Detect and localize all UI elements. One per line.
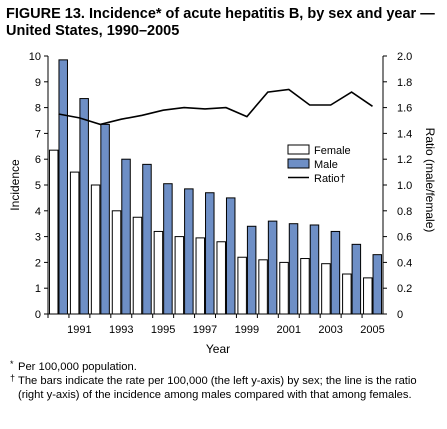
legend-label-male: Male (314, 159, 338, 171)
y2-tick-label: 0.2 (397, 283, 412, 295)
bar-male-1990 (58, 59, 68, 315)
y-tick-label: 2 (35, 257, 41, 269)
bar-male-1996 (184, 188, 194, 315)
chart-title: FIGURE 13. Incidence* of acute hepatitis… (6, 6, 435, 39)
bar-male-1993 (121, 158, 131, 315)
footnotes: * Per 100,000 population. † The bars ind… (10, 359, 442, 402)
y2-tick-label: 1.4 (397, 128, 412, 140)
footnote-mark: † (10, 373, 16, 383)
footnote-mark: * (10, 359, 14, 369)
bar-female-1990 (48, 149, 59, 315)
bar-male-1995 (163, 183, 173, 315)
y2-tick-label: 2.0 (397, 51, 412, 63)
bar-male-2005 (372, 254, 383, 315)
bar-female-1993 (111, 210, 122, 315)
bar-female-2003 (321, 263, 331, 315)
y2-tick-label: 0.6 (397, 232, 412, 244)
y2-tick-label: 0.8 (397, 206, 412, 218)
bar-female-2000 (258, 259, 268, 315)
bar-male-2000 (267, 220, 278, 315)
x-tick-label: 1991 (67, 324, 91, 336)
ratio-line-layer (58, 88, 373, 126)
footnote-text: The bars indicate the rate per 100,000 (… (18, 375, 417, 401)
footnote-1: * Per 100,000 population. (10, 359, 442, 374)
bar-female-1997 (195, 237, 206, 315)
x-tick-label: 1995 (151, 324, 175, 336)
y-tick-label: 6 (35, 154, 41, 166)
y-tick-label: 1 (35, 283, 41, 295)
bar-male-2004 (351, 243, 362, 315)
footnote-2: † The bars indicate the rate per 100,000… (10, 373, 442, 402)
y2-tick-label: 1.2 (397, 154, 412, 166)
y-tick-label: 8 (35, 103, 41, 115)
bar-female-1998 (216, 241, 226, 315)
legend-swatch-female (287, 144, 310, 155)
y-tick-label: 0 (35, 309, 41, 321)
y-tick-label: 10 (29, 51, 41, 63)
bar-male-2001 (288, 223, 299, 315)
footnote-text: Per 100,000 population. (18, 361, 137, 373)
y2-tick-label: 1.8 (397, 77, 412, 89)
bar-female-2005 (363, 277, 373, 315)
y-tick-label: 9 (35, 77, 41, 89)
bar-male-1999 (246, 225, 257, 315)
x-tick-label: 1997 (193, 324, 217, 336)
bar-female-1992 (90, 184, 101, 315)
x-tick-label: 2005 (360, 324, 384, 336)
bar-male-1998 (225, 197, 236, 315)
y2-tick-label: 0 (397, 309, 403, 321)
y2-tick-label: 0.4 (397, 257, 412, 269)
bar-female-1999 (237, 256, 247, 315)
legend: Female Male Ratio† (287, 144, 351, 185)
y2-tick-label: 1.6 (397, 103, 412, 115)
x-tick-label: 1999 (235, 324, 259, 336)
bar-female-2004 (342, 273, 352, 315)
x-axis-label: Year (206, 342, 230, 356)
bar-female-1995 (153, 230, 164, 315)
bar-female-1991 (69, 171, 80, 315)
bar-male-1991 (79, 98, 89, 315)
bar-male-2002 (309, 224, 320, 315)
ratio-line (58, 88, 373, 126)
bar-female-1994 (132, 216, 143, 315)
y-axis-label: Incidence (8, 159, 22, 211)
legend-swatch-male (287, 158, 310, 169)
y-tick-label: 7 (35, 128, 41, 140)
bar-layer (48, 59, 383, 315)
x-tick-label: 2001 (277, 324, 301, 336)
bar-female-1996 (174, 236, 185, 315)
bar-male-2003 (330, 230, 341, 315)
axes-layer: 0 1 2 3 4 5 6 7 8 9 10 0 0.2 0.4 0.6 0.8 1.0 1.2 1.4 1.6 1.8… (29, 51, 413, 336)
y-tick-label: 5 (35, 180, 41, 192)
y-tick-label: 4 (35, 206, 41, 218)
y2-tick-label: 1.0 (397, 180, 412, 192)
bar-male-1994 (142, 163, 152, 315)
bar-male-1992 (100, 123, 110, 315)
y2-axis-label: Ratio (male/female) (423, 128, 437, 233)
bar-male-1997 (205, 192, 215, 315)
legend-label-female: Female (314, 145, 351, 157)
x-tick-label: 1993 (109, 324, 133, 336)
x-tick-label: 2003 (318, 324, 342, 336)
bar-female-2002 (300, 258, 310, 315)
y-tick-label: 3 (35, 232, 41, 244)
legend-label-ratio: Ratio† (314, 173, 346, 185)
bar-female-2001 (279, 261, 289, 315)
